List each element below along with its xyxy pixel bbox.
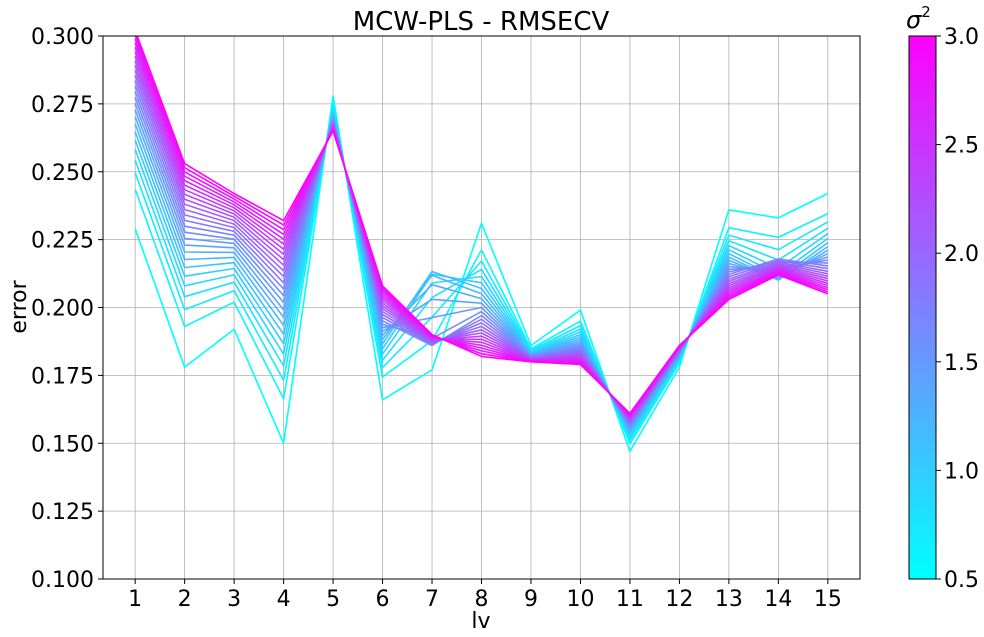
y-tick-label: 0.200	[31, 297, 94, 322]
y-axis-label: error	[7, 279, 32, 333]
series-line	[134, 110, 829, 436]
series-line	[134, 109, 829, 438]
x-tick-label: 6	[376, 587, 390, 612]
colorbar-ticks: 0.5 1.0 1.5 2.0 2.5 3.0	[936, 25, 979, 593]
series-line	[134, 94, 829, 453]
x-tick-label: 3	[227, 587, 241, 612]
series-line	[134, 65, 828, 421]
x-tick-label: 15	[814, 587, 842, 612]
series-line	[136, 36, 829, 415]
colorbar-tick-label: 2.0	[944, 242, 979, 267]
x-tick-label: 5	[326, 587, 340, 612]
colorbar-label: σ2	[906, 3, 931, 34]
series-line	[134, 112, 829, 434]
colorbar-tick-label: 1.0	[944, 459, 979, 484]
x-tick-label: 14	[764, 587, 792, 612]
y-tick-label: 0.225	[31, 229, 94, 254]
x-axis: 1 2 3 4 5 6 7 8 9 10 11 12 13 14 15	[128, 579, 842, 612]
y-tick-label: 0.100	[31, 568, 94, 593]
y-tick-label: 0.250	[31, 161, 94, 186]
series-line	[134, 113, 829, 433]
x-tick-label: 10	[566, 587, 594, 612]
series-line	[134, 36, 829, 416]
series-line	[134, 97, 828, 428]
y-axis: 0.100 0.125 0.150 0.175 0.200 0.225 0.250 0.275…	[31, 25, 103, 593]
colorbar-gradient	[908, 35, 937, 580]
colorbar-tick-label: 1.5	[944, 351, 979, 376]
y-tick-label: 0.300	[31, 25, 94, 50]
chart-title: MCW-PLS - RMSECV	[353, 7, 610, 37]
y-tick-label: 0.150	[31, 432, 94, 457]
x-tick-label: 13	[715, 587, 743, 612]
x-axis-label: lv	[471, 609, 490, 634]
series-line	[134, 109, 829, 430]
series-line	[134, 91, 828, 426]
x-tick-label: 11	[616, 587, 644, 612]
series-line	[134, 102, 829, 445]
series-line	[134, 103, 829, 429]
series-line	[134, 104, 829, 442]
series-group	[134, 36, 829, 453]
x-tick-label: 2	[178, 587, 192, 612]
x-tick-label: 9	[524, 587, 538, 612]
x-tick-label: 7	[425, 587, 439, 612]
x-tick-label: 12	[665, 587, 693, 612]
colorbar: 0.5 1.0 1.5 2.0 2.5 3.0 σ2	[906, 3, 979, 593]
x-tick-label: 8	[475, 587, 489, 612]
y-tick-label: 0.275	[31, 93, 94, 118]
y-tick-label: 0.125	[31, 500, 94, 525]
colorbar-tick-label: 2.5	[944, 134, 979, 159]
series-line	[134, 114, 829, 431]
y-tick-label: 0.175	[31, 364, 94, 389]
colorbar-tick-label: 0.5	[944, 568, 979, 593]
x-tick-label: 1	[128, 587, 142, 612]
series-line	[134, 107, 829, 440]
colorbar-tick-label: 3.0	[944, 25, 979, 50]
x-tick-label: 4	[277, 587, 291, 612]
